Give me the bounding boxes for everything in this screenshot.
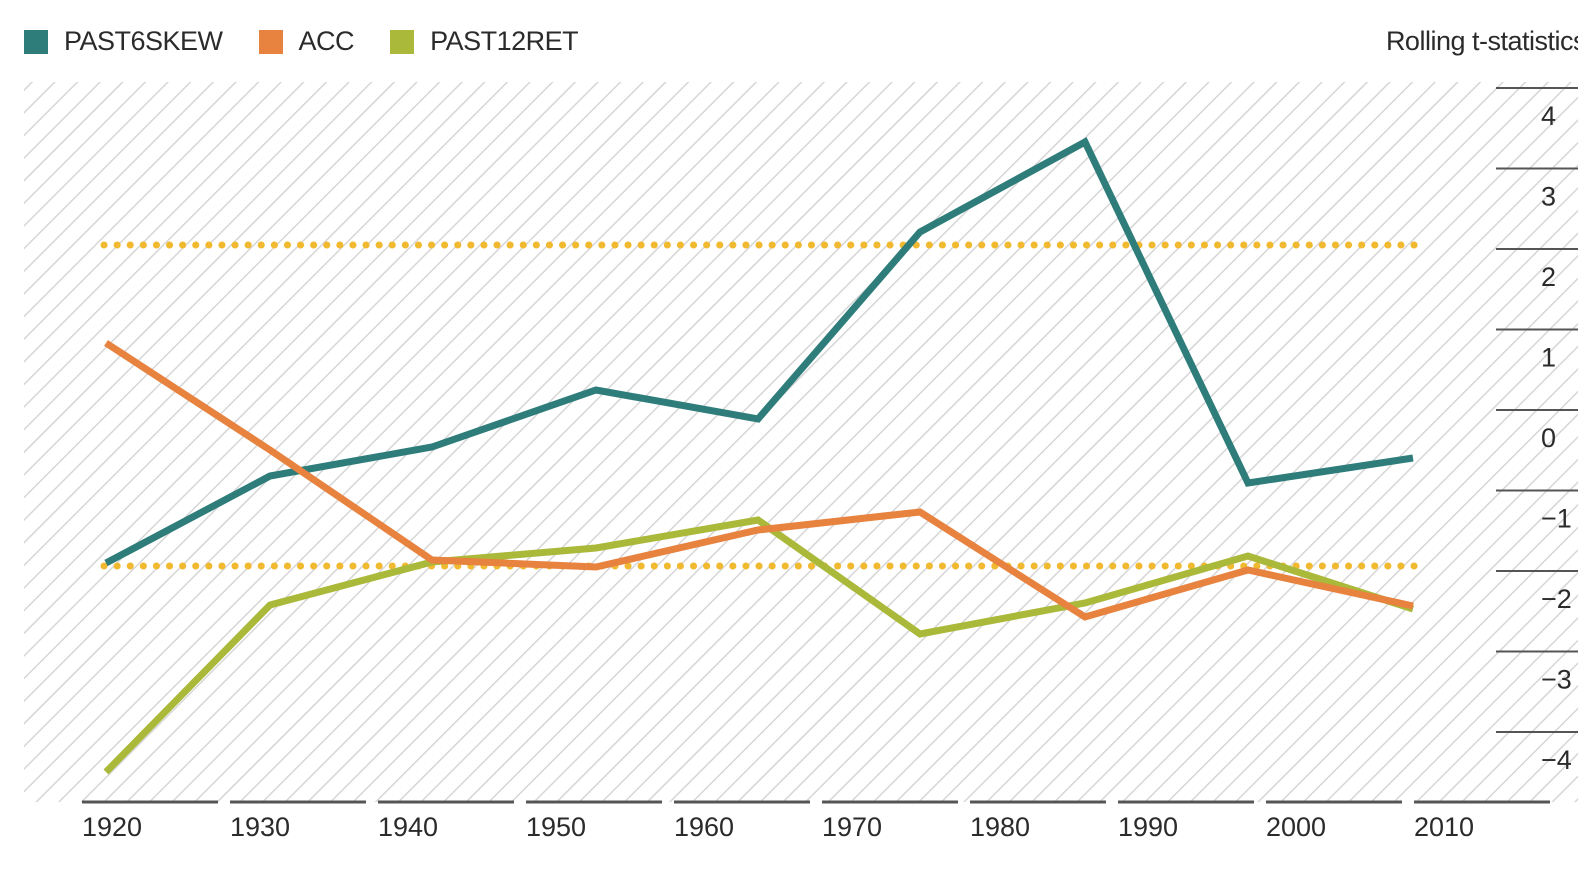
legend-swatch — [390, 29, 415, 54]
y-axis-title: Rolling t-statistics — [1385, 26, 1578, 56]
x-tick-label: 1940 — [378, 812, 438, 842]
y-tick-label: 1 — [1541, 343, 1556, 373]
legend-item-past12ret: PAST12RET — [390, 26, 579, 57]
x-tick-label: 2010 — [1414, 812, 1474, 842]
x-tick-label: 1970 — [822, 812, 882, 842]
x-tick-label: 1950 — [526, 812, 586, 842]
y-tick-label: 3 — [1541, 182, 1556, 212]
x-axis: 1920 1930 1940 1950 1960 1970 1980 1990 2000 2010 — [82, 800, 1550, 842]
series-lines — [103, 137, 1415, 775]
legend-swatch — [24, 29, 48, 54]
y-tick-label: −4 — [1541, 745, 1572, 775]
x-tick-label: 1920 — [82, 812, 142, 842]
legend: PAST6SKEW ACC PAST12RET — [24, 26, 614, 57]
reference-lines — [100, 241, 1420, 570]
y-tick-label: −2 — [1541, 584, 1572, 614]
legend-label: PAST6SKEW — [64, 26, 223, 56]
legend-label: PAST12RET — [430, 26, 579, 56]
series-line-past12ret — [103, 516, 1415, 775]
x-tick-label: 1990 — [1118, 812, 1178, 842]
y-tick-label: 0 — [1541, 423, 1556, 453]
y-tick-label: 4 — [1541, 101, 1556, 131]
legend-item-acc: ACC — [258, 26, 355, 57]
legend-swatch — [258, 29, 283, 54]
y-tick-label: 2 — [1541, 262, 1556, 292]
x-tick-label: 2000 — [1266, 812, 1326, 842]
series-line-past6skew — [104, 137, 1414, 567]
plot-background — [24, 82, 1578, 802]
x-tick-label: 1980 — [970, 812, 1030, 842]
x-tick-label: 1930 — [230, 812, 290, 842]
legend-label: ACC — [298, 26, 355, 56]
series-line-acc — [104, 340, 1414, 621]
x-tick-label: 1960 — [674, 812, 734, 842]
y-tick-label: −1 — [1541, 504, 1572, 534]
y-tick-label: −3 — [1541, 665, 1572, 695]
legend-item-past6skew: PAST6SKEW — [24, 26, 223, 57]
y-axis: 4 3 2 1 0 −1 −2 −3 −4 — [1496, 87, 1578, 775]
